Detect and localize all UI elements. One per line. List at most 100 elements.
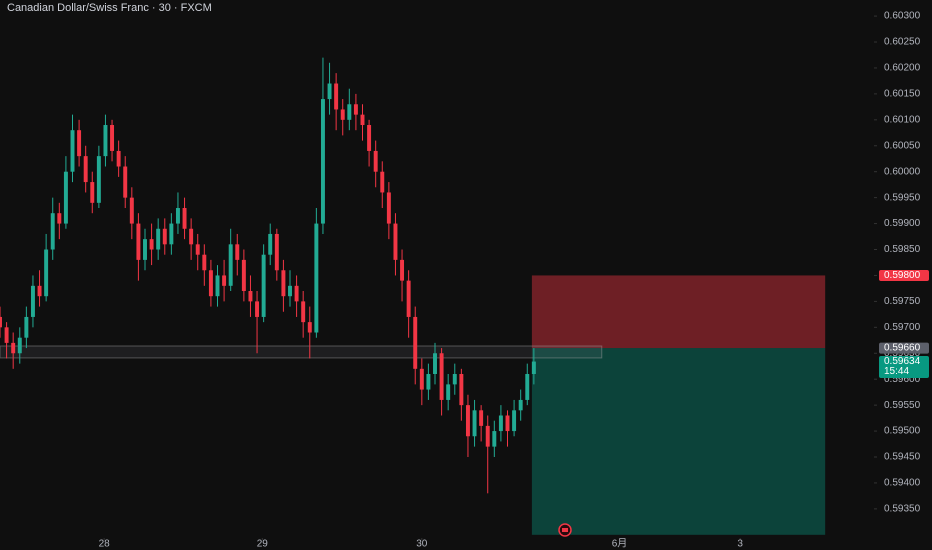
- countdown-label: 15:44: [884, 366, 909, 377]
- candle-body: [248, 291, 253, 302]
- candle-body: [30, 285, 35, 317]
- candle-body: [465, 405, 470, 437]
- y-tick-label: 0.59850: [884, 244, 921, 255]
- candle-body: [4, 327, 9, 343]
- candle-body: [281, 270, 286, 297]
- y-tick-label: 0.59950: [884, 192, 921, 203]
- candle-body: [37, 285, 42, 297]
- candle-body: [439, 353, 444, 400]
- y-tick-label: 0.60200: [884, 63, 921, 74]
- x-tick-label: 3: [737, 539, 743, 550]
- candle-body: [63, 171, 68, 224]
- candle-body: [380, 171, 385, 193]
- candle-body: [222, 275, 227, 286]
- candle-body: [353, 104, 358, 115]
- candle-body: [156, 228, 161, 250]
- candle-body: [24, 316, 29, 338]
- candle-body: [136, 223, 141, 260]
- candle-body: [314, 223, 319, 333]
- candle-body: [103, 125, 108, 157]
- candle-body: [373, 150, 378, 172]
- candle-body: [83, 156, 88, 183]
- candle-body: [492, 431, 497, 447]
- candle-body: [426, 374, 431, 390]
- alert-icon[interactable]: [558, 523, 572, 537]
- candle-body: [17, 337, 22, 354]
- y-tick-label: 0.59350: [884, 504, 921, 515]
- candle-body: [202, 254, 207, 271]
- y-tick-label: 0.59700: [884, 322, 921, 333]
- candle-body: [90, 182, 95, 203]
- candle-body: [77, 130, 82, 157]
- candle-body: [255, 301, 260, 317]
- candle-body: [175, 208, 180, 224]
- y-tick-label: 0.59600: [884, 374, 921, 385]
- candle-body: [0, 316, 2, 328]
- candle-body: [301, 301, 306, 323]
- y-tick-label: 0.60000: [884, 166, 921, 177]
- candle-body: [512, 410, 517, 432]
- x-tick-label: 28: [99, 539, 111, 550]
- candle-body: [413, 316, 418, 369]
- candle-body: [531, 361, 536, 375]
- candle-body: [472, 410, 477, 437]
- candle-body: [340, 109, 345, 120]
- candle-body: [505, 415, 510, 432]
- candle-body: [419, 368, 424, 390]
- candle-body: [44, 249, 49, 297]
- candle-body: [215, 275, 220, 297]
- candle-body: [518, 399, 523, 411]
- candle-body: [261, 254, 266, 317]
- x-tick-label: 30: [416, 539, 428, 550]
- candle-body: [498, 415, 503, 432]
- target-zone: [531, 348, 826, 535]
- y-tick-label: 0.59750: [884, 296, 921, 307]
- candle-body: [307, 322, 312, 333]
- candle-body: [96, 156, 101, 203]
- candle-body: [110, 125, 115, 151]
- candle-body: [116, 150, 121, 167]
- candle-body: [274, 233, 279, 271]
- candle-body: [485, 425, 490, 447]
- candle-body: [433, 353, 437, 375]
- candle-body: [320, 99, 325, 224]
- y-tick-label: 0.60300: [884, 11, 921, 22]
- x-tick-label: 29: [257, 539, 269, 550]
- candle-body: [452, 374, 457, 385]
- candle-body: [11, 342, 16, 354]
- y-tick-label: 0.59550: [884, 400, 921, 411]
- candle-body: [360, 114, 365, 126]
- candle-body: [386, 192, 391, 224]
- y-tick-label: 0.60050: [884, 140, 921, 151]
- x-tick-label: 6月: [612, 538, 628, 550]
- candle-body: [143, 239, 147, 260]
- y-tick-label: 0.59450: [884, 452, 921, 463]
- candle-body: [228, 244, 233, 286]
- candle-body: [334, 83, 339, 110]
- candle-body: [235, 244, 240, 260]
- candle-body: [367, 125, 372, 151]
- candle-body: [288, 285, 292, 297]
- candle-body: [525, 374, 530, 400]
- candle-body: [327, 83, 332, 100]
- price-badge-label: 0.59800: [884, 270, 921, 281]
- price-badge: [879, 269, 929, 281]
- candle-body: [479, 410, 484, 426]
- price-badge: [879, 342, 929, 354]
- candle-body: [406, 280, 411, 317]
- candle-body: [459, 374, 464, 406]
- candle-body: [208, 270, 213, 297]
- y-tick-label: 0.59900: [884, 218, 921, 229]
- price-badge-label: 0.59660: [884, 343, 921, 354]
- price-badge: [879, 356, 929, 379]
- candle-body: [50, 213, 55, 250]
- candle-body: [446, 384, 451, 400]
- price-badge-label: 0.59634: [884, 356, 921, 367]
- candle-body: [162, 228, 167, 245]
- candle-body: [182, 208, 187, 229]
- candle-body: [195, 244, 200, 255]
- price-zone: [0, 345, 603, 359]
- candle-body: [268, 233, 273, 255]
